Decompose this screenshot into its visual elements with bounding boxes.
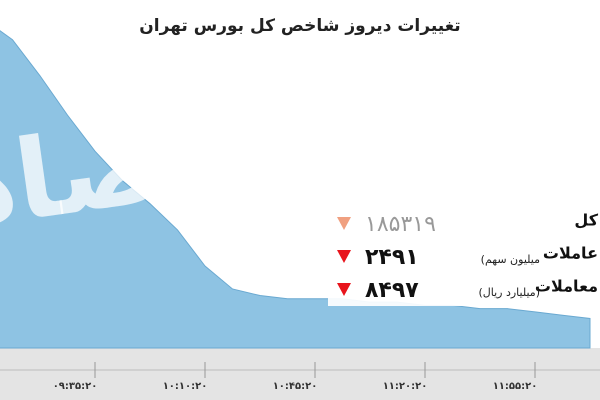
stats-box [328, 204, 600, 306]
triangle [337, 217, 351, 230]
stat-label: معاملات [535, 277, 598, 296]
x-tick-label: ۱۱:۲۰:۲۰ [383, 381, 428, 392]
stat-unit: (میلیارد ریال) [478, 286, 540, 299]
x-tick-label: ۰۹:۳۵:۲۰ [53, 381, 98, 392]
stat-label: کل [574, 211, 598, 230]
stat-value: ۸۴۹۷ [365, 278, 419, 303]
stat-unit: (میلیون سهم [481, 253, 540, 266]
stat-value: ۲۴۹۱ [365, 245, 419, 270]
stat-label: عاملات [543, 244, 598, 263]
triangle [337, 250, 351, 263]
chart-title: تغییرات دیروز شاخص کل بورس تهران [139, 16, 460, 36]
x-tick-label: ۱۰:۱۰:۲۰ [163, 381, 208, 392]
axis-band [0, 348, 600, 400]
x-tick-label: ۱۰:۴۵:۲۰ [273, 381, 318, 392]
area [0, 30, 591, 349]
stat-value: ۱۸۵۳۱۹ [365, 212, 436, 237]
triangle [337, 283, 351, 296]
x-tick-label: ۱۱:۵۵:۲۰ [493, 381, 538, 392]
